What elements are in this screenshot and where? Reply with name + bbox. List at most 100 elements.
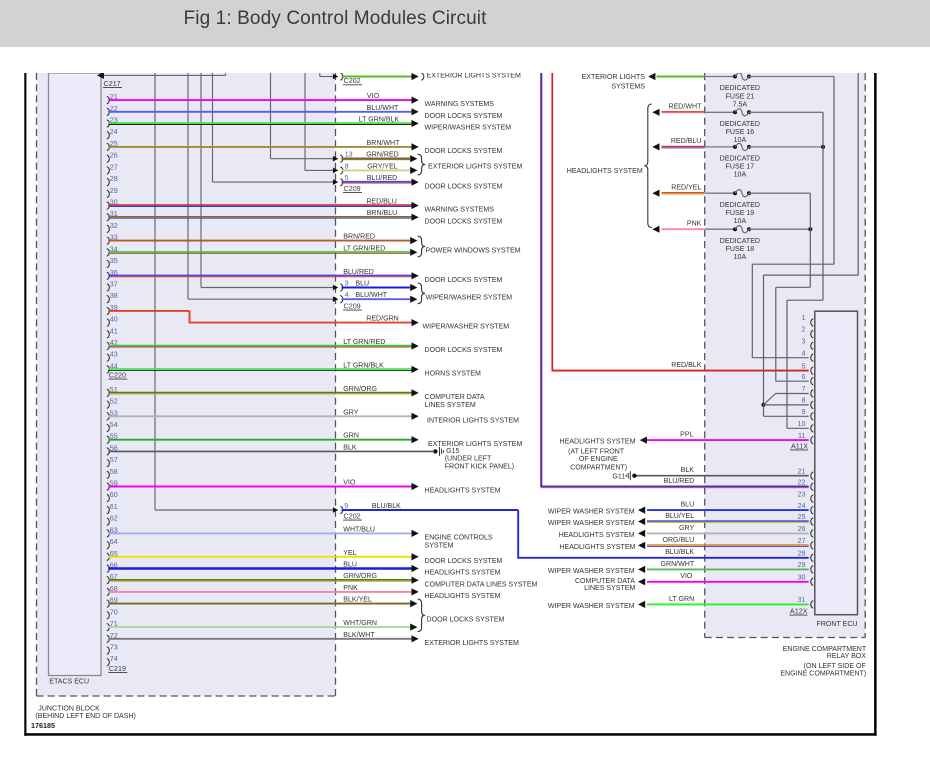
svg-text:8: 8	[345, 161, 349, 170]
svg-text:GRN/RED: GRN/RED	[366, 152, 399, 159]
svg-text:COMPARTMENT): COMPARTMENT)	[570, 465, 627, 472]
svg-text:HEADLIGHTS SYSTEM: HEADLIGHTS SYSTEM	[559, 544, 635, 551]
svg-text:RED/BLU: RED/BLU	[671, 138, 702, 145]
svg-text:BLU/BLK: BLU/BLK	[372, 503, 401, 510]
svg-text:25: 25	[110, 139, 118, 148]
svg-text:HEADLIGHTS SYSTEM: HEADLIGHTS SYSTEM	[425, 570, 501, 577]
svg-text:C220: C220	[109, 371, 126, 380]
svg-text:GRY: GRY	[343, 409, 358, 416]
svg-text:WIPER/WASHER SYSTEM: WIPER/WASHER SYSTEM	[423, 324, 510, 331]
svg-text:64: 64	[110, 537, 118, 546]
svg-text:BLU: BLU	[355, 281, 369, 288]
svg-text:BLU/BLK: BLU/BLK	[665, 549, 694, 556]
svg-text:G11: G11	[612, 473, 625, 480]
svg-text:G15: G15	[446, 448, 459, 455]
svg-text:A11X: A11X	[791, 441, 808, 450]
svg-text:LT GRN/RED: LT GRN/RED	[343, 339, 385, 346]
svg-text:OF ENGINE: OF ENGINE	[579, 456, 618, 463]
svg-text:VIO: VIO	[367, 93, 380, 100]
svg-text:FUSE 19: FUSE 19	[726, 210, 755, 217]
svg-text:LINES SYSTEM: LINES SYSTEM	[584, 585, 635, 592]
svg-text:BLK/YEL: BLK/YEL	[343, 597, 372, 604]
svg-text:68: 68	[110, 584, 118, 593]
svg-text:POWER WINDOWS SYSTEM: POWER WINDOWS SYSTEM	[426, 248, 521, 255]
svg-text:WIPER/WASHER SYSTEM: WIPER/WASHER SYSTEM	[426, 294, 513, 301]
svg-text:ORG/BLU: ORG/BLU	[662, 537, 694, 544]
svg-text:FUSE 17: FUSE 17	[726, 164, 755, 171]
svg-text:RED/BLU: RED/BLU	[366, 199, 397, 206]
svg-text:26: 26	[110, 151, 118, 160]
svg-text:FRONT ECU: FRONT ECU	[817, 621, 858, 628]
svg-text:DOOR LOCKS SYSTEM: DOOR LOCKS SYSTEM	[425, 113, 503, 120]
svg-text:31: 31	[798, 595, 806, 604]
svg-text:GRN/ORG: GRN/ORG	[343, 573, 377, 580]
svg-text:RED/BLK: RED/BLK	[671, 362, 701, 369]
svg-text:10A: 10A	[734, 137, 747, 144]
svg-text:DEDICATED: DEDICATED	[720, 85, 760, 92]
svg-text:3: 3	[345, 279, 349, 288]
svg-text:JUNCTION BLOCK: JUNCTION BLOCK	[38, 706, 100, 713]
svg-text:LT GRN/RED: LT GRN/RED	[343, 245, 385, 252]
svg-text:33: 33	[110, 233, 118, 242]
svg-text:4: 4	[345, 290, 349, 299]
svg-text:65: 65	[110, 549, 118, 558]
svg-text:34: 34	[110, 244, 118, 253]
svg-text:40: 40	[110, 315, 118, 324]
svg-text:58: 58	[110, 467, 118, 476]
svg-text:YEL: YEL	[343, 550, 356, 557]
svg-text:7.5A: 7.5A	[733, 101, 748, 108]
svg-text:DOOR LOCKS SYSTEM: DOOR LOCKS SYSTEM	[425, 558, 503, 565]
svg-text:70: 70	[110, 607, 118, 616]
svg-text:FRONT KICK PANEL): FRONT KICK PANEL)	[445, 463, 514, 470]
svg-text:LT GRN: LT GRN	[669, 596, 694, 603]
svg-text:C217: C217	[104, 79, 121, 88]
svg-text:BLK: BLK	[343, 444, 357, 451]
svg-text:24: 24	[110, 127, 118, 136]
svg-text:WHT/GRN: WHT/GRN	[343, 620, 377, 627]
svg-text:28: 28	[110, 174, 118, 183]
svg-text:DOOR LOCKS SYSTEM: DOOR LOCKS SYSTEM	[427, 617, 505, 624]
svg-text:BLK: BLK	[681, 467, 695, 474]
svg-text:HEADLIGHTS SYSTEM: HEADLIGHTS SYSTEM	[425, 593, 501, 600]
svg-text:DOOR LOCKS SYSTEM: DOOR LOCKS SYSTEM	[425, 184, 503, 191]
svg-text:WARNING SYSTEMS: WARNING SYSTEMS	[425, 101, 495, 108]
svg-text:60: 60	[110, 490, 118, 499]
svg-text:11: 11	[798, 431, 805, 440]
svg-text:44: 44	[110, 361, 118, 370]
svg-text:DEDICATED: DEDICATED	[720, 121, 760, 128]
svg-text:7: 7	[802, 384, 806, 393]
svg-text:72: 72	[110, 631, 118, 640]
svg-text:30: 30	[798, 573, 806, 582]
svg-text:LINES SYSTEM: LINES SYSTEM	[425, 402, 476, 409]
svg-text:(BEHIND LEFT END OF DASH): (BEHIND LEFT END OF DASH)	[35, 713, 135, 720]
svg-text:HORNS SYSTEM: HORNS SYSTEM	[425, 371, 482, 378]
svg-text:LT GRN/BLK: LT GRN/BLK	[359, 117, 400, 124]
svg-text:41: 41	[110, 326, 118, 335]
svg-text:6: 6	[802, 372, 806, 381]
svg-text:WIPER WASHER SYSTEM: WIPER WASHER SYSTEM	[548, 568, 635, 575]
svg-text:Fig 1: Body Control Modules Ci: Fig 1: Body Control Modules Circuit	[184, 8, 488, 29]
svg-text:WIPER/WASHER SYSTEM: WIPER/WASHER SYSTEM	[425, 125, 512, 132]
svg-text:39: 39	[110, 303, 118, 312]
svg-text:67: 67	[110, 572, 118, 581]
svg-text:ETACS ECU: ETACS ECU	[49, 679, 89, 686]
svg-text:C209: C209	[344, 302, 361, 311]
svg-text:RED/WHT: RED/WHT	[669, 104, 703, 111]
svg-text:VIO: VIO	[680, 573, 693, 580]
svg-text:1: 1	[802, 313, 806, 322]
svg-text:C202: C202	[344, 76, 361, 85]
svg-text:37: 37	[110, 280, 118, 289]
svg-text:GRN/WHT: GRN/WHT	[661, 561, 695, 568]
svg-text:PNK: PNK	[343, 585, 358, 592]
svg-text:26: 26	[798, 524, 806, 533]
svg-text:29: 29	[798, 560, 806, 569]
svg-text:23: 23	[798, 489, 806, 498]
svg-text:WIPER WASHER SYSTEM: WIPER WASHER SYSTEM	[548, 603, 635, 610]
svg-text:5: 5	[345, 173, 349, 182]
svg-text:EXTERIOR LIGHTS SYSTEM: EXTERIOR LIGHTS SYSTEM	[428, 164, 522, 171]
svg-text:C202: C202	[344, 512, 361, 521]
svg-text:RED/YEL: RED/YEL	[671, 184, 701, 191]
svg-text:38: 38	[110, 291, 118, 300]
svg-text:32: 32	[110, 221, 118, 230]
svg-text:(AT LEFT FRONT: (AT LEFT FRONT	[568, 449, 625, 456]
